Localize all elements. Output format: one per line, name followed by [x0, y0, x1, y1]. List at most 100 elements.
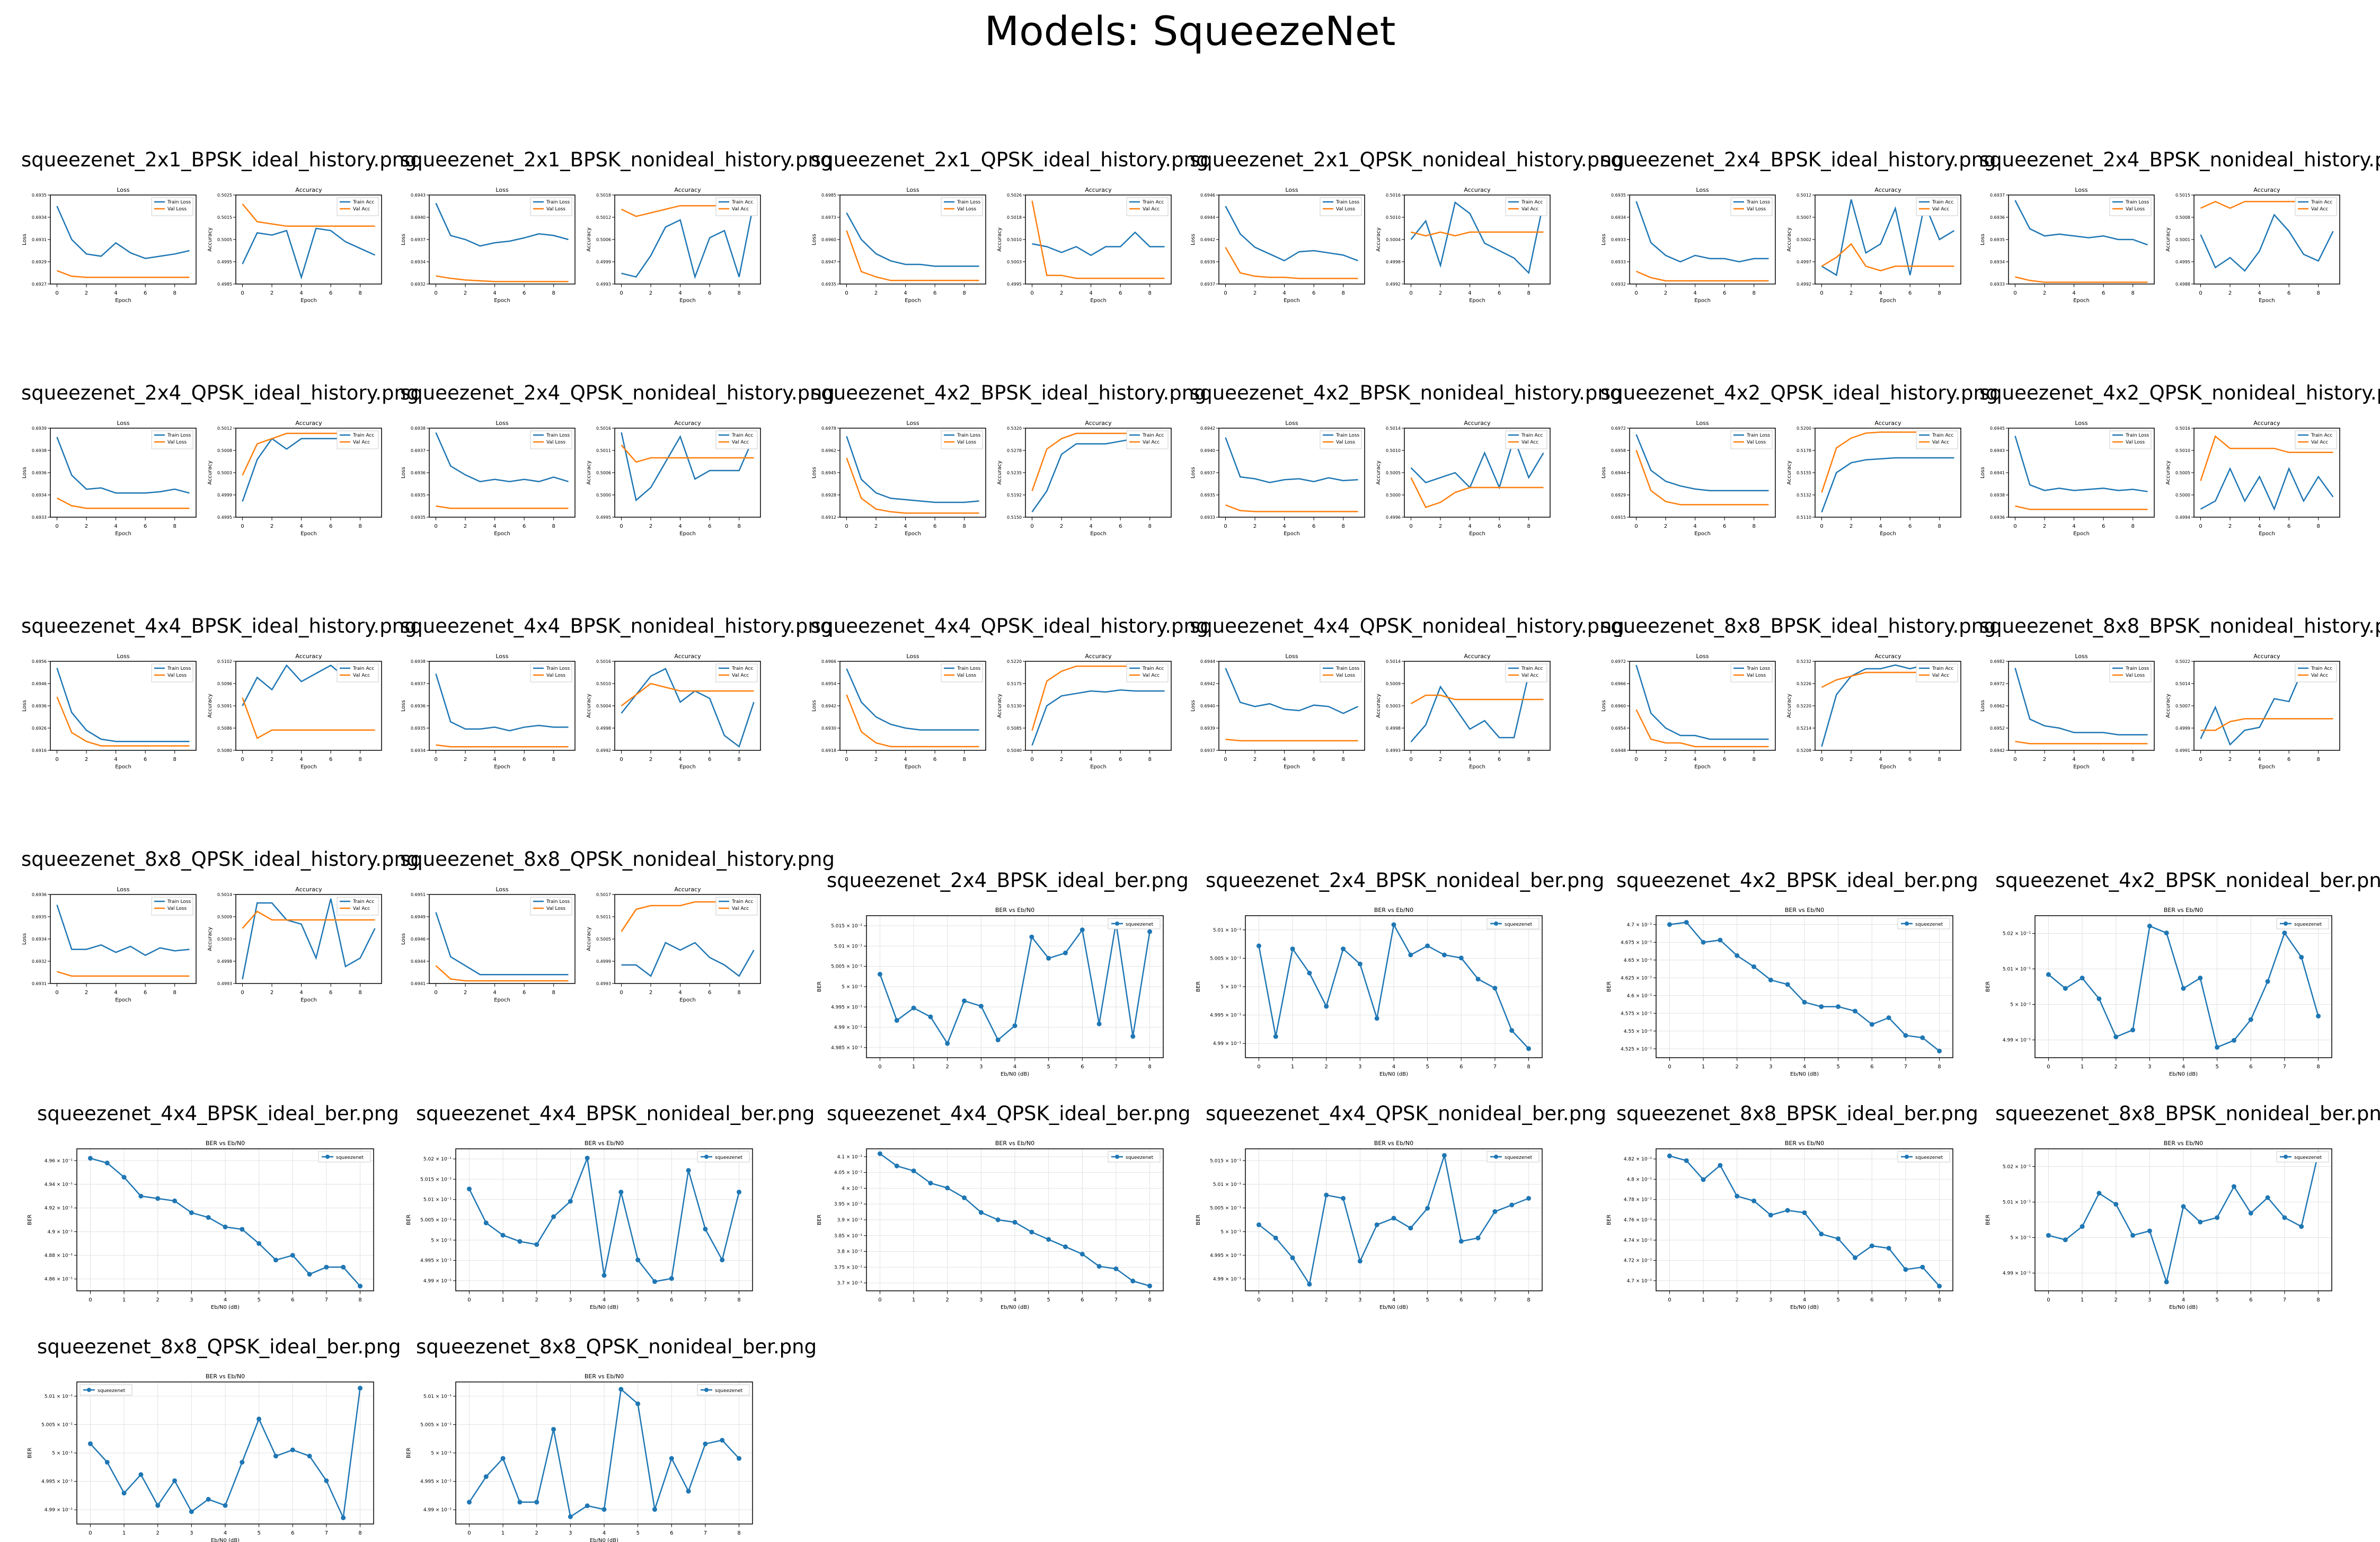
data-point [138, 1472, 144, 1477]
legend-label: Train Loss [1335, 666, 1360, 671]
legend: Train Acc Val Acc [715, 663, 758, 683]
x-tick-label: 4 [904, 757, 907, 763]
y-tick-label: 0.5003 [1007, 260, 1022, 264]
legend-marker [1494, 921, 1498, 926]
data-point [568, 1199, 573, 1204]
legend-label: Val Loss [1336, 673, 1355, 678]
x-tick-label: 7 [1493, 1297, 1497, 1303]
history-plot: Loss 0 2 4 6 8 0.6932 0.6934 0.6937 0.6940 0.6943 E… [401, 187, 761, 304]
y-tick-label: 4.99 × 10⁻¹ [45, 1508, 73, 1513]
legend-box [337, 197, 379, 216]
legend: Train Acc Val Acc [2295, 197, 2337, 216]
x-tick-label: 4 [1468, 757, 1471, 763]
legend-box [715, 663, 758, 683]
data-point [2164, 930, 2169, 936]
history-plot: Loss 0 2 4 6 8 0.6912 0.6928 0.6945 0.6962 0.6978 E… [811, 420, 1172, 537]
legend-label: Val Loss [2126, 673, 2145, 678]
x-tick-label: 0 [620, 757, 623, 763]
y-axis-label: Accuracy [586, 694, 592, 718]
x-tick-label: 5 [1426, 1297, 1429, 1303]
loss-title: Loss [2075, 187, 2087, 193]
y-tick-label: 0.5130 [1007, 704, 1022, 708]
x-tick-label: 2 [85, 757, 88, 763]
y-axis-label: Accuracy [586, 227, 592, 252]
legend-box [2109, 430, 2152, 449]
y-tick-label: 0.6937 [1200, 471, 1215, 475]
legend: Train Loss Val Loss [2109, 663, 2152, 683]
x-tick-label: 2 [946, 1064, 949, 1070]
y-tick-label: 5.01 × 10⁻¹ [45, 1394, 73, 1399]
x-axis-label: Epoch [1090, 764, 1107, 770]
x-tick-label: 1 [912, 1297, 915, 1303]
x-tick-label: 8 [359, 290, 362, 296]
x-tick-label: 5 [257, 1297, 260, 1303]
data-point [1836, 1236, 1841, 1242]
y-tick-label: 0.6942 [1200, 426, 1215, 431]
y-tick-label: 0.6936 [1990, 515, 2005, 520]
legend-label: Train Acc [1932, 200, 1953, 205]
y-axis-label: Accuracy [2165, 460, 2171, 485]
data-point [1391, 922, 1396, 927]
legend: Train Acc Val Acc [1126, 430, 1169, 449]
x-axis-label: Epoch [1090, 531, 1107, 537]
x-tick-label: 5 [636, 1297, 639, 1303]
data-point [172, 1198, 178, 1203]
x-tick-label: 0 [89, 1530, 92, 1536]
x-tick-label: 2 [874, 290, 878, 296]
ber-plot: 4.99 × 10⁻¹ 4.995 × 10⁻¹ 5 × 10⁻¹ 5.005 × 1… [406, 1140, 753, 1310]
x-tick-label: 8 [1527, 290, 1530, 296]
x-axis-label: Epoch [679, 997, 696, 1003]
figure-filename: squeezenet_4x2_BPSK_ideal_ber.png [1616, 869, 1978, 892]
x-tick-label: 8 [2131, 524, 2135, 529]
x-tick-label: 5 [2215, 1297, 2218, 1303]
train-acc-line [2200, 467, 2334, 511]
x-axis-label: Epoch [1469, 764, 1485, 770]
legend-box [1320, 197, 1362, 216]
x-tick-label: 4 [678, 990, 682, 996]
data-point [669, 1276, 674, 1281]
val-loss-line [1635, 449, 1769, 506]
legend-label: squeezenet [715, 1155, 743, 1160]
x-axis-label: Epoch [494, 531, 510, 537]
train-loss-line [56, 668, 190, 742]
y-tick-label: 5.01 × 10⁻¹ [2003, 967, 2031, 972]
figure-filename: squeezenet_4x2_BPSK_nonideal_ber.png [1995, 869, 2380, 892]
x-axis-label: Epoch [905, 531, 921, 537]
data-point [1509, 1028, 1515, 1033]
x-tick-label: 8 [2131, 290, 2135, 296]
data-point [551, 1214, 556, 1219]
y-tick-label: 0.6935 [32, 193, 47, 198]
y-axis-label: Loss [811, 234, 817, 245]
y-tick-label: 0.5080 [217, 748, 232, 753]
x-axis-label: Epoch [2259, 298, 2275, 304]
legend-box [1126, 197, 1169, 216]
y-tick-label: 0.5001 [2175, 237, 2190, 242]
y-tick-label: 0.5005 [217, 237, 232, 242]
x-tick-label: 4 [1879, 290, 1882, 296]
x-tick-label: 6 [2102, 290, 2105, 296]
figure-filename: squeezenet_2x4_QPSK_ideal_history.png [21, 382, 419, 404]
x-tick-label: 0 [1257, 1297, 1260, 1303]
legend-label: Train Loss [957, 200, 981, 205]
data-point [1130, 1279, 1136, 1284]
data-point [1425, 1206, 1430, 1211]
legend-marker [1115, 921, 1119, 926]
y-tick-label: 4.05 × 10⁻¹ [834, 1171, 863, 1176]
val-acc-line [242, 203, 375, 227]
acc-title: Accuracy [1874, 187, 1901, 193]
x-tick-label: 5 [1836, 1297, 1839, 1303]
data-point [1802, 1210, 1807, 1216]
acc-title: Accuracy [674, 886, 701, 893]
data-point [1324, 1004, 1329, 1009]
y-tick-label: 0.5003 [217, 471, 232, 475]
data-point [358, 1283, 363, 1289]
y-tick-label: 4.8 × 10⁻¹ [1627, 1177, 1652, 1182]
x-tick-label: 4 [1089, 290, 1092, 296]
y-tick-label: 0.6933 [1611, 260, 1626, 264]
y-tick-label: 0.4999 [596, 959, 611, 964]
y-tick-label: 0.6930 [821, 726, 836, 731]
legend-label: Val Acc [732, 906, 749, 911]
y-axis-label: Accuracy [207, 927, 213, 951]
x-tick-label: 2 [85, 290, 88, 296]
x-tick-label: 4 [2072, 290, 2075, 296]
